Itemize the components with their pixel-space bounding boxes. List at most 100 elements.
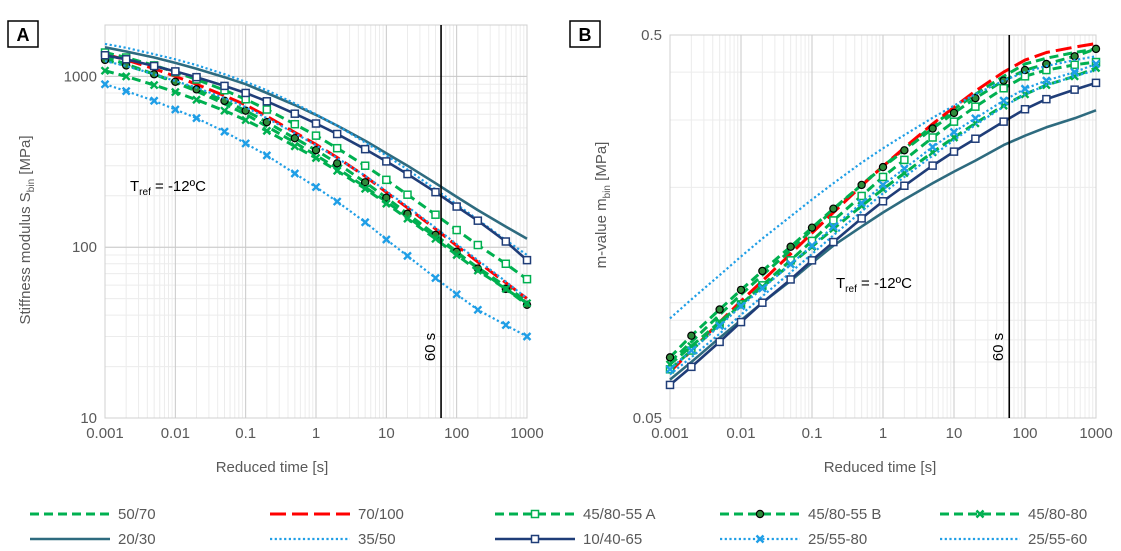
panel-b-data-point [1070,85,1079,94]
panel-b-data-point [971,102,980,111]
panel-a-data-point [149,61,159,71]
panel-a-data-point [501,320,511,330]
panel-b-data-point [900,155,909,165]
panel-a-x-tick-label: 10 [378,425,395,442]
legend-marker-sample [530,534,540,544]
panel-a-data-point [241,115,251,125]
panel-a-data-point [121,86,131,96]
panel-b-x-tick-label: 10 [946,425,963,442]
panel-b-data-point [1070,67,1079,77]
legend: 50/70 70/100 45/80-55 A 45/80-55 B 45/80-80 2… [30,506,1087,548]
legend-marker-sample [530,509,540,519]
panel-b-data-point [971,113,980,123]
panel-a-data-point [403,251,412,261]
panel-a-x-tick-label: 1 [312,425,320,442]
panel-b-y-title-sub: bin [602,185,613,198]
panel-a: A 0.001 0.01 0.1 1 10 100 1000 10 100 1000 Reduce… [7,20,544,476]
panel-b-data-point [715,321,724,331]
panel-b-data-point [999,117,1008,126]
panel-a-60s-label: 60 s [422,333,439,361]
legend-item-45-80-55-a: 45/80-55 A [495,506,656,523]
panel-a-data-point [431,187,440,197]
panel-a-data-point [381,235,391,244]
panel-b-y-title-main: m-value m [593,198,610,268]
panel-b-data-point [1091,59,1101,69]
panel-a-data-point [262,151,272,160]
panel-b-data-point [999,76,1008,85]
panel-a-data-point [522,274,532,284]
panel-a-tref-t: T [130,178,139,195]
panel-a-data-point [220,127,229,136]
panel-a-data-point [403,214,412,223]
panel-a-data-point [121,55,131,64]
legend-marker-sample [755,509,765,519]
legend-item-45-80-80: 45/80-80 [940,506,1087,523]
panel-b-data-point [1020,104,1030,114]
panel-a-y-tick-label: 10 [80,410,97,427]
legend-label: 45/80-55 B [808,506,881,523]
panel-a-data-point [360,161,370,170]
panel-b-data-point [715,305,724,314]
panel-a-series-line [104,46,528,240]
panel-b-data-point [687,346,696,355]
panel-b-data-point [1042,76,1051,85]
panel-b-grid [669,34,1097,419]
legend-item-45-80-55-b: 45/80-55 B [720,506,881,523]
legend-label: 45/80-55 A [583,506,656,523]
panel-b-series-10-40-65 [665,78,1101,390]
panel-a-series-line [104,52,528,300]
panel-b-series-25-55-80 [665,59,1101,374]
panel-a-y-tick-label: 100 [72,239,97,256]
panel-a-data-point [473,305,483,315]
panel-a-data-point [290,119,300,129]
panel-b-data-point [928,133,937,142]
legend-label: 10/40-65 [583,531,642,548]
panel-a-data-point [382,175,391,185]
panel-b-tref-annotation: Tref = -12ºC [836,275,912,295]
panel-b-data-point [1070,52,1079,61]
panel-b-data-point [999,84,1008,93]
panel-a-data-point [332,159,342,168]
panel-a-y-title-unit: [MPa] [17,135,34,178]
panel-b-series-45-80-55-b [665,44,1101,362]
panel-a-y-axis-title: Stiffness modulus Sbin [MPa] [17,135,37,324]
panel-a-data-point [262,97,272,106]
panel-b-data-point [736,317,746,327]
panel-a-data-point [171,67,180,76]
panel-b-data-point [928,161,937,170]
panel-a-data-point [241,139,251,148]
panel-b-data-point [857,191,866,201]
panel-a-series-10-40-65 [100,51,532,265]
panel-a-data-point [501,284,511,294]
panel-b-data-point [878,162,888,172]
panel-b-data-point [736,285,746,295]
panel-a-label-box [7,20,39,48]
panel-b-data-point [999,96,1008,105]
panel-a-tref-annotation: Tref = -12ºC [130,178,206,198]
panel-b-data-point [786,259,795,269]
panel-a-y-title-main: Stiffness modulus S [17,192,34,324]
panel-a-series-70-100 [104,52,528,300]
panel-b-data-point [665,353,675,362]
panel-a-data-point [452,225,461,235]
panel-a-data-point [192,95,201,105]
panel-a-data-point [501,237,511,246]
panel-a-data-point [290,169,300,178]
panel-b-data-point [786,275,795,284]
panel-a-data-point [360,178,370,187]
panel-b-x-axis-title: Reduced time [s] [824,459,937,476]
panel-b-data-point [949,117,959,126]
legend-label: 25/55-80 [808,531,867,548]
panel-b-series-line [668,47,1097,364]
panel-a-series-25-55-60 [104,60,528,300]
panel-b-series-50-70 [668,47,1097,364]
panel-a-y-title-sub: bin [26,179,37,192]
panel-a-axes: 0.001 0.01 0.1 1 10 100 1000 10 100 1000 [64,68,544,442]
panel-a-y-tick-label: 1000 [64,68,97,85]
panel-a-data-point [262,126,272,136]
panel-a-series-line [104,60,528,300]
panel-a-data-point [452,202,461,211]
panel-a-data-point [311,153,321,163]
panel-a-data-point [452,250,462,260]
